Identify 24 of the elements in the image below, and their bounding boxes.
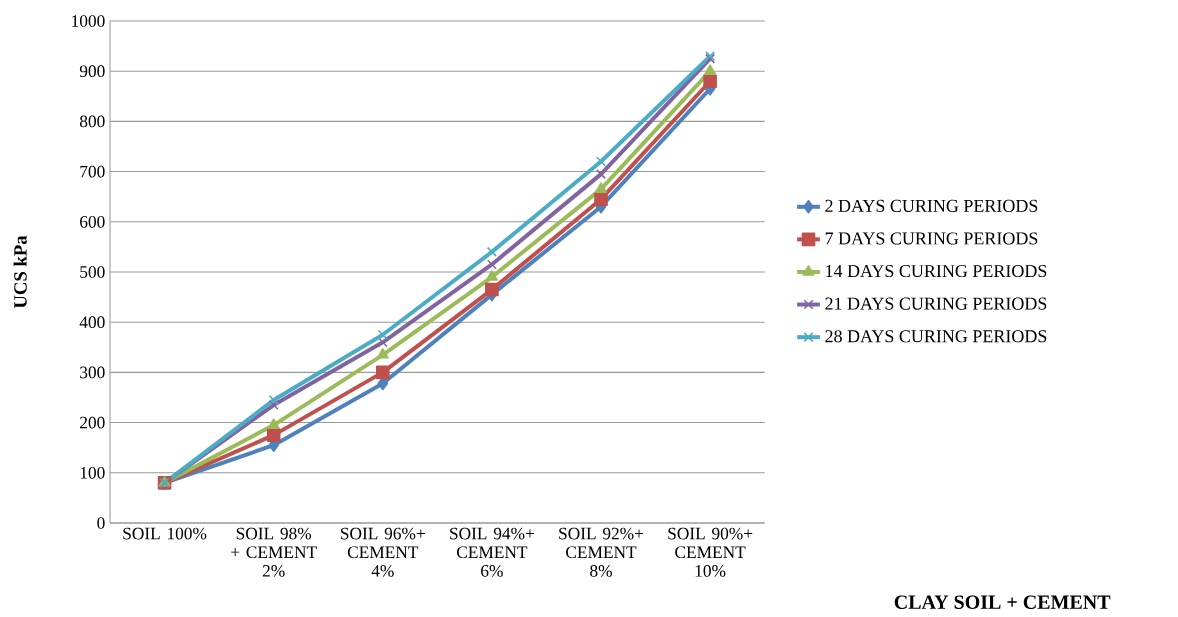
- y-tick-label: 300: [80, 366, 105, 379]
- y-tick-label: 900: [79, 65, 105, 78]
- legend-label: 2 DAYS CURING PERIODS: [825, 199, 1038, 212]
- legend-label: 7 DAYS CURING PERIODS: [825, 232, 1038, 245]
- y-tick-label: 0: [97, 517, 105, 529]
- text: CLAY SOIL + CEMENT: [894, 595, 1111, 609]
- y-tick-label: 200: [80, 416, 105, 429]
- x-tick-label: SOIL 92%+ CEMENT 8%: [559, 527, 644, 577]
- x-tick-label: SOIL 94%+ CEMENT 6%: [450, 527, 534, 577]
- y-tick-label: 400: [79, 316, 105, 329]
- y-axis-title: UCS kPa: [13, 235, 27, 309]
- y-tick-label: 700: [80, 165, 105, 178]
- y-tick-label: 500: [80, 266, 105, 278]
- y-tick-label: 100: [80, 466, 105, 479]
- y-tick-label: 1000: [72, 15, 105, 27]
- x-tick-label: SOIL 96%+ CEMENT 4%: [341, 527, 425, 577]
- x-tick-label: SOIL 98% + CEMENT 2%: [231, 527, 317, 577]
- legend-label: 14 DAYS CURING PERIODS: [826, 265, 1047, 278]
- y-tick-label: 800: [79, 115, 105, 128]
- y-tick-label: 600: [80, 215, 105, 228]
- legend-label: 28 DAYS CURING PERIODS: [825, 330, 1047, 343]
- legend-label: 21 DAYS CURING PERIODS: [825, 297, 1047, 310]
- x-tick-label: SOIL 100%: [123, 527, 207, 540]
- x-tick-label: SOIL 90%+ CEMENT 10%: [668, 527, 753, 577]
